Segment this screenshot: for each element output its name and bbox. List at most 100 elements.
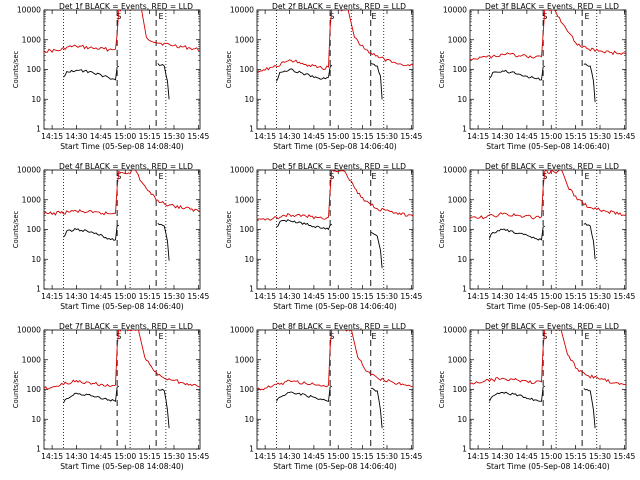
plot-frame	[256, 9, 414, 130]
x-tick-label: 15:30	[376, 292, 398, 301]
y-axis-label: Counts/sec	[12, 51, 20, 89]
y-tick-label: 1	[249, 285, 254, 294]
y-tick-label: 10000	[230, 166, 254, 175]
detector-panel-1: Det 1f BLACK = Events, RED = LLD 1 10 100 10…	[12, 2, 209, 151]
x-axis-label: Start Time (05-Sep-08 14:06:40)	[60, 302, 184, 311]
plot-frame	[469, 169, 627, 290]
x-tick-label: 15:45	[613, 292, 635, 301]
series-lld-line	[257, 10, 413, 73]
y-axis-label: Counts/sec	[225, 371, 233, 409]
y-axis-label: Counts/sec	[438, 51, 446, 89]
y-tick-label: 1	[249, 125, 254, 134]
y-tick-label: 100	[453, 65, 468, 74]
x-tick-label: 15:00	[327, 452, 349, 461]
x-tick-label: 15:30	[589, 292, 611, 301]
x-axis-label: Start Time (05-Sep-08 14:06:40)	[273, 462, 397, 471]
e-marker-label: E	[584, 172, 589, 181]
series-lld-line	[44, 330, 200, 390]
y-tick-label: 1	[249, 445, 254, 454]
series-lld-line	[257, 330, 413, 391]
series-events-line	[63, 63, 170, 100]
x-tick-label: 15:00	[114, 132, 136, 141]
y-tick-label: 1000	[235, 355, 254, 364]
x-tick-label: 15:15	[139, 452, 161, 461]
y-tick-label: 10	[31, 95, 41, 104]
x-tick-label: 15:30	[376, 452, 398, 461]
x-tick-label: 15:30	[163, 132, 185, 141]
x-tick-label: 14:45	[303, 452, 325, 461]
x-tick-label: 14:30	[492, 132, 514, 141]
x-tick-label: 15:30	[589, 132, 611, 141]
series-lld-line	[470, 330, 626, 386]
y-tick-label: 1	[36, 125, 41, 134]
y-tick-label: 1000	[448, 355, 467, 364]
x-tick-label: 15:15	[352, 132, 374, 141]
x-tick-label: 15:45	[613, 452, 635, 461]
x-tick-label: 15:45	[187, 452, 209, 461]
series-lld-line	[470, 170, 626, 220]
x-axis-label: Start Time (05-Sep-08 14:06:40)	[486, 302, 610, 311]
e-marker-label: E	[584, 12, 589, 21]
series-events-line	[276, 219, 383, 269]
s-marker-label: S	[542, 172, 547, 181]
x-tick-label: 14:45	[90, 132, 112, 141]
x-tick-label: 15:00	[327, 292, 349, 301]
y-tick-label: 10	[31, 415, 41, 424]
x-axis-label: Start Time (05-Sep-08 14:06:40)	[486, 142, 610, 151]
plot-frame	[43, 9, 201, 130]
series-events-line	[489, 222, 596, 260]
plot-frame	[469, 9, 627, 130]
detector-panel-3: Det 3f BLACK = Events, RED = LLD 1 10 100 10…	[438, 2, 635, 151]
y-axis-label: Counts/sec	[438, 371, 446, 409]
detector-panel-8: Det 8f BLACK = Events, RED = LLD 1 10 100 10…	[225, 322, 422, 471]
x-tick-label: 14:45	[516, 452, 538, 461]
plot-frame	[256, 169, 414, 290]
x-tick-label: 15:00	[540, 292, 562, 301]
s-marker-label: S	[116, 332, 121, 341]
x-tick-label: 14:30	[66, 452, 88, 461]
x-tick-label: 14:15	[41, 292, 63, 301]
panel-title: Det 4f BLACK = Events, RED = LLD	[59, 162, 193, 171]
y-axis-label: Counts/sec	[225, 211, 233, 249]
y-tick-label: 10000	[17, 166, 41, 175]
series-lld-line	[257, 170, 413, 221]
x-tick-label: 14:15	[467, 132, 489, 141]
x-axis-label: Start Time (05-Sep-08 14:08:40)	[60, 462, 184, 471]
x-tick-label: 14:45	[516, 132, 538, 141]
panel-title: Det 6f BLACK = Events, RED = LLD	[485, 162, 619, 171]
series-lld-line	[44, 170, 200, 216]
y-tick-label: 100	[27, 385, 42, 394]
y-tick-label: 100	[27, 65, 42, 74]
series-events-line	[63, 223, 170, 261]
detector-panel-5: Det 5f BLACK = Events, RED = LLD 1 10 100 10…	[225, 162, 422, 311]
s-marker-label: S	[329, 12, 334, 21]
x-tick-label: 15:00	[327, 132, 349, 141]
y-tick-label: 1	[462, 285, 467, 294]
y-tick-label: 10000	[443, 6, 467, 15]
e-marker-label: E	[371, 12, 376, 21]
x-axis-label: Start Time (05-Sep-08 14:06:40)	[273, 142, 397, 151]
x-tick-label: 15:15	[352, 292, 374, 301]
x-tick-label: 14:15	[467, 452, 489, 461]
x-tick-label: 14:15	[41, 132, 63, 141]
x-tick-label: 15:15	[565, 292, 587, 301]
x-tick-label: 14:45	[90, 292, 112, 301]
panel-title: Det 2f BLACK = Events, RED = LLD	[272, 2, 406, 11]
series-events-line	[63, 385, 170, 429]
x-tick-label: 15:45	[400, 132, 422, 141]
y-tick-label: 1	[462, 125, 467, 134]
series-events-line	[276, 62, 383, 100]
detector-panel-7: Det 7f BLACK = Events, RED = LLD 1 10 100 10…	[12, 322, 209, 471]
x-tick-label: 14:15	[41, 452, 63, 461]
x-tick-label: 15:15	[565, 132, 587, 141]
x-tick-label: 15:45	[400, 452, 422, 461]
x-tick-label: 15:30	[163, 452, 185, 461]
x-tick-label: 14:30	[492, 452, 514, 461]
x-tick-label: 14:30	[492, 292, 514, 301]
s-marker-label: S	[329, 172, 334, 181]
x-tick-label: 14:45	[303, 132, 325, 141]
e-marker-label: E	[158, 12, 163, 21]
y-tick-label: 10000	[230, 6, 254, 15]
y-tick-label: 1000	[22, 35, 41, 44]
